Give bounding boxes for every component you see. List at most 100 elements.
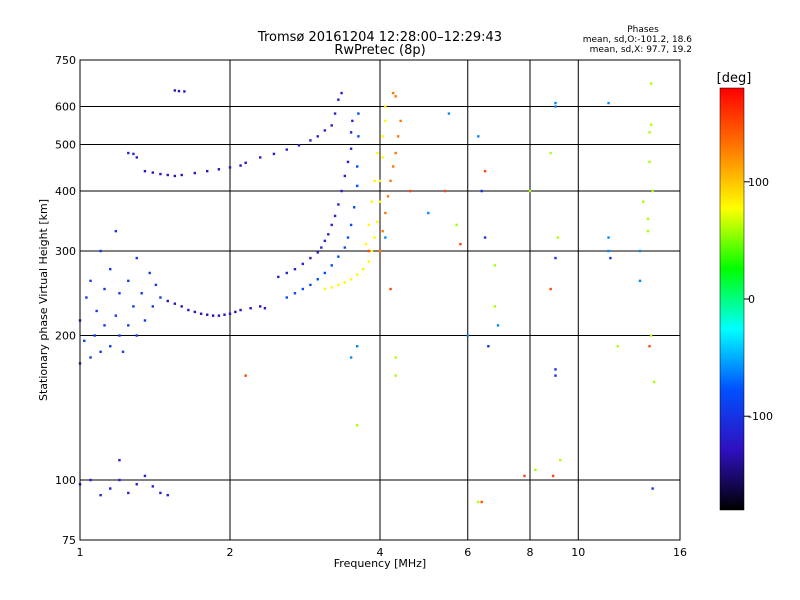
data-point: [551, 474, 555, 478]
data-point: [394, 356, 397, 359]
data-point: [349, 131, 353, 134]
data-point: [648, 345, 651, 348]
data-point: [272, 152, 276, 156]
data-point: [333, 112, 337, 115]
data-point: [151, 171, 155, 174]
data-point: [239, 308, 242, 312]
data-point: [466, 334, 469, 337]
data-point: [159, 296, 162, 299]
data-point: [384, 105, 387, 108]
data-point: [337, 255, 340, 258]
data-point: [187, 308, 190, 312]
data-point: [166, 173, 169, 177]
x-tick-label: 1: [77, 546, 84, 559]
data-point: [228, 312, 232, 315]
data-point: [249, 307, 252, 310]
data-point: [103, 324, 106, 327]
data-point: [534, 468, 537, 472]
data-point: [316, 278, 319, 281]
data-point: [118, 334, 121, 337]
data-point: [381, 229, 384, 233]
data-point: [159, 491, 162, 495]
data-point: [118, 292, 121, 295]
data-point: [199, 312, 203, 315]
data-point: [616, 345, 619, 348]
data-point: [483, 236, 487, 239]
data-point: [386, 195, 390, 198]
data-point: [343, 281, 347, 284]
data-point: [638, 249, 642, 253]
data-point: [651, 487, 654, 490]
data-point: [609, 256, 612, 260]
data-point: [427, 211, 430, 215]
data-point: [95, 309, 98, 313]
data-point: [357, 112, 360, 115]
data-point: [83, 339, 86, 343]
data-point: [285, 271, 288, 275]
data-point: [118, 478, 121, 482]
data-point: [135, 156, 138, 159]
data-point: [349, 356, 353, 359]
data-point: [330, 264, 333, 267]
data-point: [378, 179, 382, 183]
data-point: [89, 279, 92, 283]
data-point: [355, 345, 359, 348]
y-tick-label: 200: [55, 330, 76, 343]
data-point: [244, 161, 247, 165]
data-point: [293, 292, 297, 295]
data-point: [389, 179, 392, 183]
data-points: [78, 82, 656, 504]
data-point: [343, 174, 347, 178]
data-point: [143, 169, 147, 173]
data-point: [477, 500, 480, 504]
data-point: [556, 236, 560, 239]
y-axis-ticks: 75 100 200 300 400 500 600 750: [55, 54, 76, 547]
data-point: [205, 313, 209, 316]
colorbar-tick-label: 100: [748, 176, 769, 189]
data-point: [89, 356, 92, 359]
data-point: [487, 345, 490, 348]
data-point: [391, 165, 395, 168]
data-point: [367, 260, 371, 263]
data-point: [180, 305, 183, 308]
colorbar-tick-label: 0: [748, 293, 755, 306]
x-tick-label: 6: [464, 546, 471, 559]
data-point: [127, 151, 130, 155]
data-point: [384, 211, 387, 215]
data-point: [367, 223, 371, 227]
data-point: [330, 124, 333, 127]
data-point: [143, 319, 147, 322]
data-point: [228, 166, 232, 169]
data-point: [109, 345, 112, 348]
data-point: [320, 246, 323, 249]
data-point: [135, 334, 138, 337]
data-point: [378, 200, 382, 203]
data-point: [493, 305, 497, 308]
data-point: [148, 271, 151, 275]
data-point: [340, 189, 343, 193]
data-point: [259, 305, 262, 308]
data-point: [205, 169, 209, 173]
data-point: [376, 220, 379, 224]
data-point: [389, 287, 392, 291]
colorbar-gradient: [719, 87, 745, 511]
data-point: [127, 324, 130, 327]
data-point: [330, 223, 333, 227]
data-point: [173, 89, 177, 92]
data-point: [177, 89, 181, 93]
data-point: [127, 279, 130, 283]
data-point: [173, 302, 177, 305]
data-point: [361, 267, 365, 271]
data-point: [646, 217, 650, 221]
data-point: [301, 287, 305, 291]
y-tick-label: 500: [55, 139, 76, 152]
data-point: [99, 350, 102, 353]
plot-frame: [79, 59, 681, 541]
data-point: [528, 189, 532, 193]
colorbar-ticks: 100 0 -100: [744, 176, 773, 423]
data-point: [151, 305, 155, 308]
data-point: [114, 314, 118, 317]
data-point: [93, 334, 96, 337]
data-point: [357, 135, 360, 138]
